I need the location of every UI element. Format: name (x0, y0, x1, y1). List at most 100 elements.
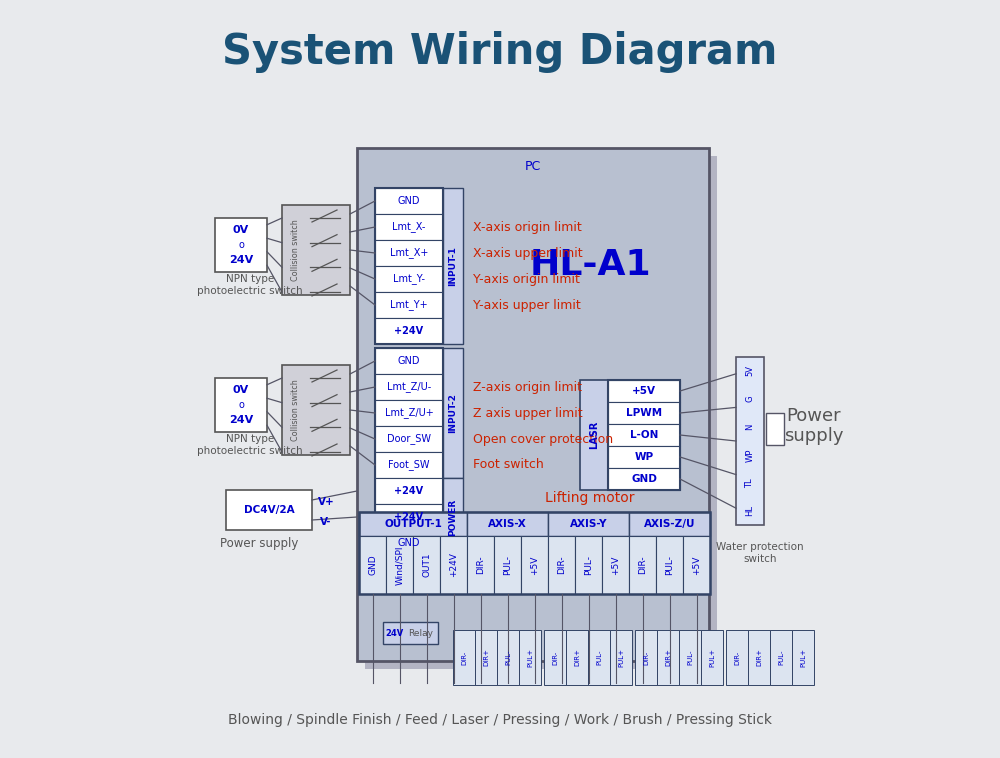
Bar (610, 630, 632, 685)
Bar (580, 380, 608, 490)
Text: PC: PC (525, 159, 541, 173)
Text: Lmt_X-: Lmt_X- (392, 221, 426, 233)
Bar (215, 218, 267, 272)
Text: AXIS-X: AXIS-X (488, 519, 527, 529)
Bar (365, 156, 717, 669)
Bar (608, 380, 680, 490)
Text: DC4V/2A: DC4V/2A (244, 505, 294, 515)
Text: DIR-: DIR- (638, 556, 647, 575)
Text: PUL+: PUL+ (527, 648, 533, 667)
Bar (766, 413, 784, 445)
Text: Lmt_Y-: Lmt_Y- (393, 274, 425, 284)
Text: Wind/SPI: Wind/SPI (395, 545, 404, 584)
Bar (359, 536, 386, 594)
Text: Lmt_Z/U+: Lmt_Z/U+ (385, 408, 433, 418)
Bar (413, 536, 440, 594)
Bar (375, 504, 443, 530)
Text: +24V: +24V (394, 486, 424, 496)
Text: DIR-: DIR- (643, 650, 649, 665)
Bar (726, 630, 748, 685)
Bar (375, 188, 443, 344)
Text: 0V: 0V (233, 385, 249, 395)
Bar (375, 400, 443, 426)
Text: WP: WP (634, 452, 654, 462)
Text: +5V: +5V (530, 556, 539, 575)
Bar (375, 426, 443, 452)
Bar (770, 630, 792, 685)
Bar (443, 478, 463, 556)
Text: Collision switch: Collision switch (290, 379, 300, 441)
Text: PUL-: PUL- (584, 555, 593, 575)
Bar (375, 374, 443, 400)
Bar (375, 214, 443, 240)
Bar (443, 348, 463, 478)
Bar (375, 266, 443, 292)
Bar (657, 630, 679, 685)
Text: +24V: +24V (394, 512, 424, 522)
Bar (608, 424, 680, 446)
Text: DIR+: DIR+ (574, 649, 580, 666)
Text: 0V: 0V (233, 225, 249, 235)
Bar (608, 380, 680, 402)
Bar (521, 536, 548, 594)
Text: Collision switch: Collision switch (290, 219, 300, 281)
Bar (635, 630, 657, 685)
Bar (282, 365, 350, 455)
Bar (548, 512, 629, 536)
Text: Y-axis origin limit: Y-axis origin limit (473, 272, 580, 286)
Text: PUL-: PUL- (687, 650, 693, 666)
Text: AXIS-Y: AXIS-Y (570, 519, 607, 529)
Text: 24V: 24V (229, 415, 253, 425)
Bar (544, 630, 566, 685)
Bar (215, 378, 267, 432)
Bar (736, 357, 764, 525)
Bar (375, 348, 443, 556)
Text: DIR-: DIR- (476, 556, 485, 575)
Bar (494, 536, 521, 594)
Text: Lmt_Y+: Lmt_Y+ (390, 299, 428, 311)
Text: Y-axis upper limit: Y-axis upper limit (473, 299, 581, 312)
Text: Z axis upper limit: Z axis upper limit (473, 406, 583, 419)
Text: NPN type
photoelectric switch: NPN type photoelectric switch (197, 434, 303, 456)
Text: +24V: +24V (394, 326, 424, 336)
Bar (629, 512, 710, 536)
Text: PUL+: PUL+ (800, 648, 806, 667)
Text: GND: GND (368, 555, 377, 575)
Text: o: o (238, 240, 244, 250)
Text: Foot switch: Foot switch (473, 459, 544, 471)
Bar (375, 292, 443, 318)
Bar (467, 536, 494, 594)
Bar (357, 148, 709, 661)
Bar (375, 240, 443, 266)
Text: HL-A1: HL-A1 (529, 248, 651, 282)
Bar (226, 490, 312, 530)
Bar (375, 530, 443, 556)
Text: DIR-: DIR- (461, 650, 467, 665)
Text: X-axis upper limit: X-axis upper limit (473, 246, 583, 259)
Text: Power
supply: Power supply (784, 406, 844, 446)
Text: PUL-: PUL- (596, 650, 602, 666)
Bar (519, 630, 541, 685)
Bar (375, 452, 443, 478)
Bar (701, 630, 723, 685)
Bar (497, 630, 519, 685)
Text: DIR+: DIR+ (756, 649, 762, 666)
Text: +5V: +5V (611, 556, 620, 575)
Text: Blowing / Spindle Finish / Feed / Laser / Pressing / Work / Brush / Pressing Sti: Blowing / Spindle Finish / Feed / Laser … (228, 713, 772, 727)
Bar (608, 468, 680, 490)
Text: N: N (746, 424, 755, 431)
Text: Lmt_Z/U-: Lmt_Z/U- (387, 381, 431, 393)
Bar (282, 205, 350, 295)
Text: POWER: POWER (448, 498, 458, 536)
Text: WP: WP (746, 448, 755, 462)
Text: DIR-: DIR- (734, 650, 740, 665)
Text: +24V: +24V (449, 553, 458, 578)
Text: PUL+: PUL+ (618, 648, 624, 667)
Bar (656, 536, 683, 594)
Text: GND: GND (631, 474, 657, 484)
Text: PUL-: PUL- (665, 555, 674, 575)
Text: PUL-: PUL- (505, 650, 511, 666)
Bar (608, 402, 680, 424)
Text: GND: GND (398, 356, 420, 366)
Bar (386, 536, 413, 594)
